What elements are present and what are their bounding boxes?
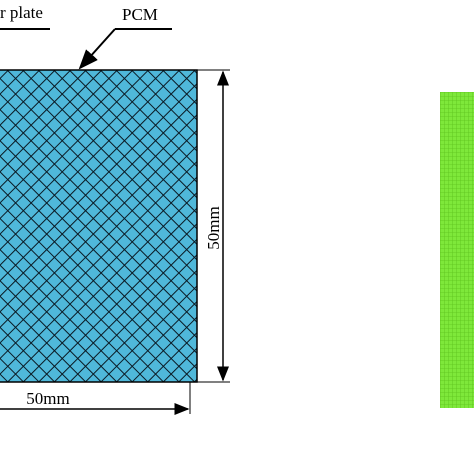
pcm-leader [78, 28, 116, 70]
height-label: 50mm [204, 206, 223, 249]
plate-label: r plate [0, 3, 43, 22]
pcm-label: PCM [122, 5, 158, 24]
width-label: 50mm [26, 389, 69, 408]
mesh-strip [440, 92, 474, 408]
pcm-domain [0, 69, 198, 383]
